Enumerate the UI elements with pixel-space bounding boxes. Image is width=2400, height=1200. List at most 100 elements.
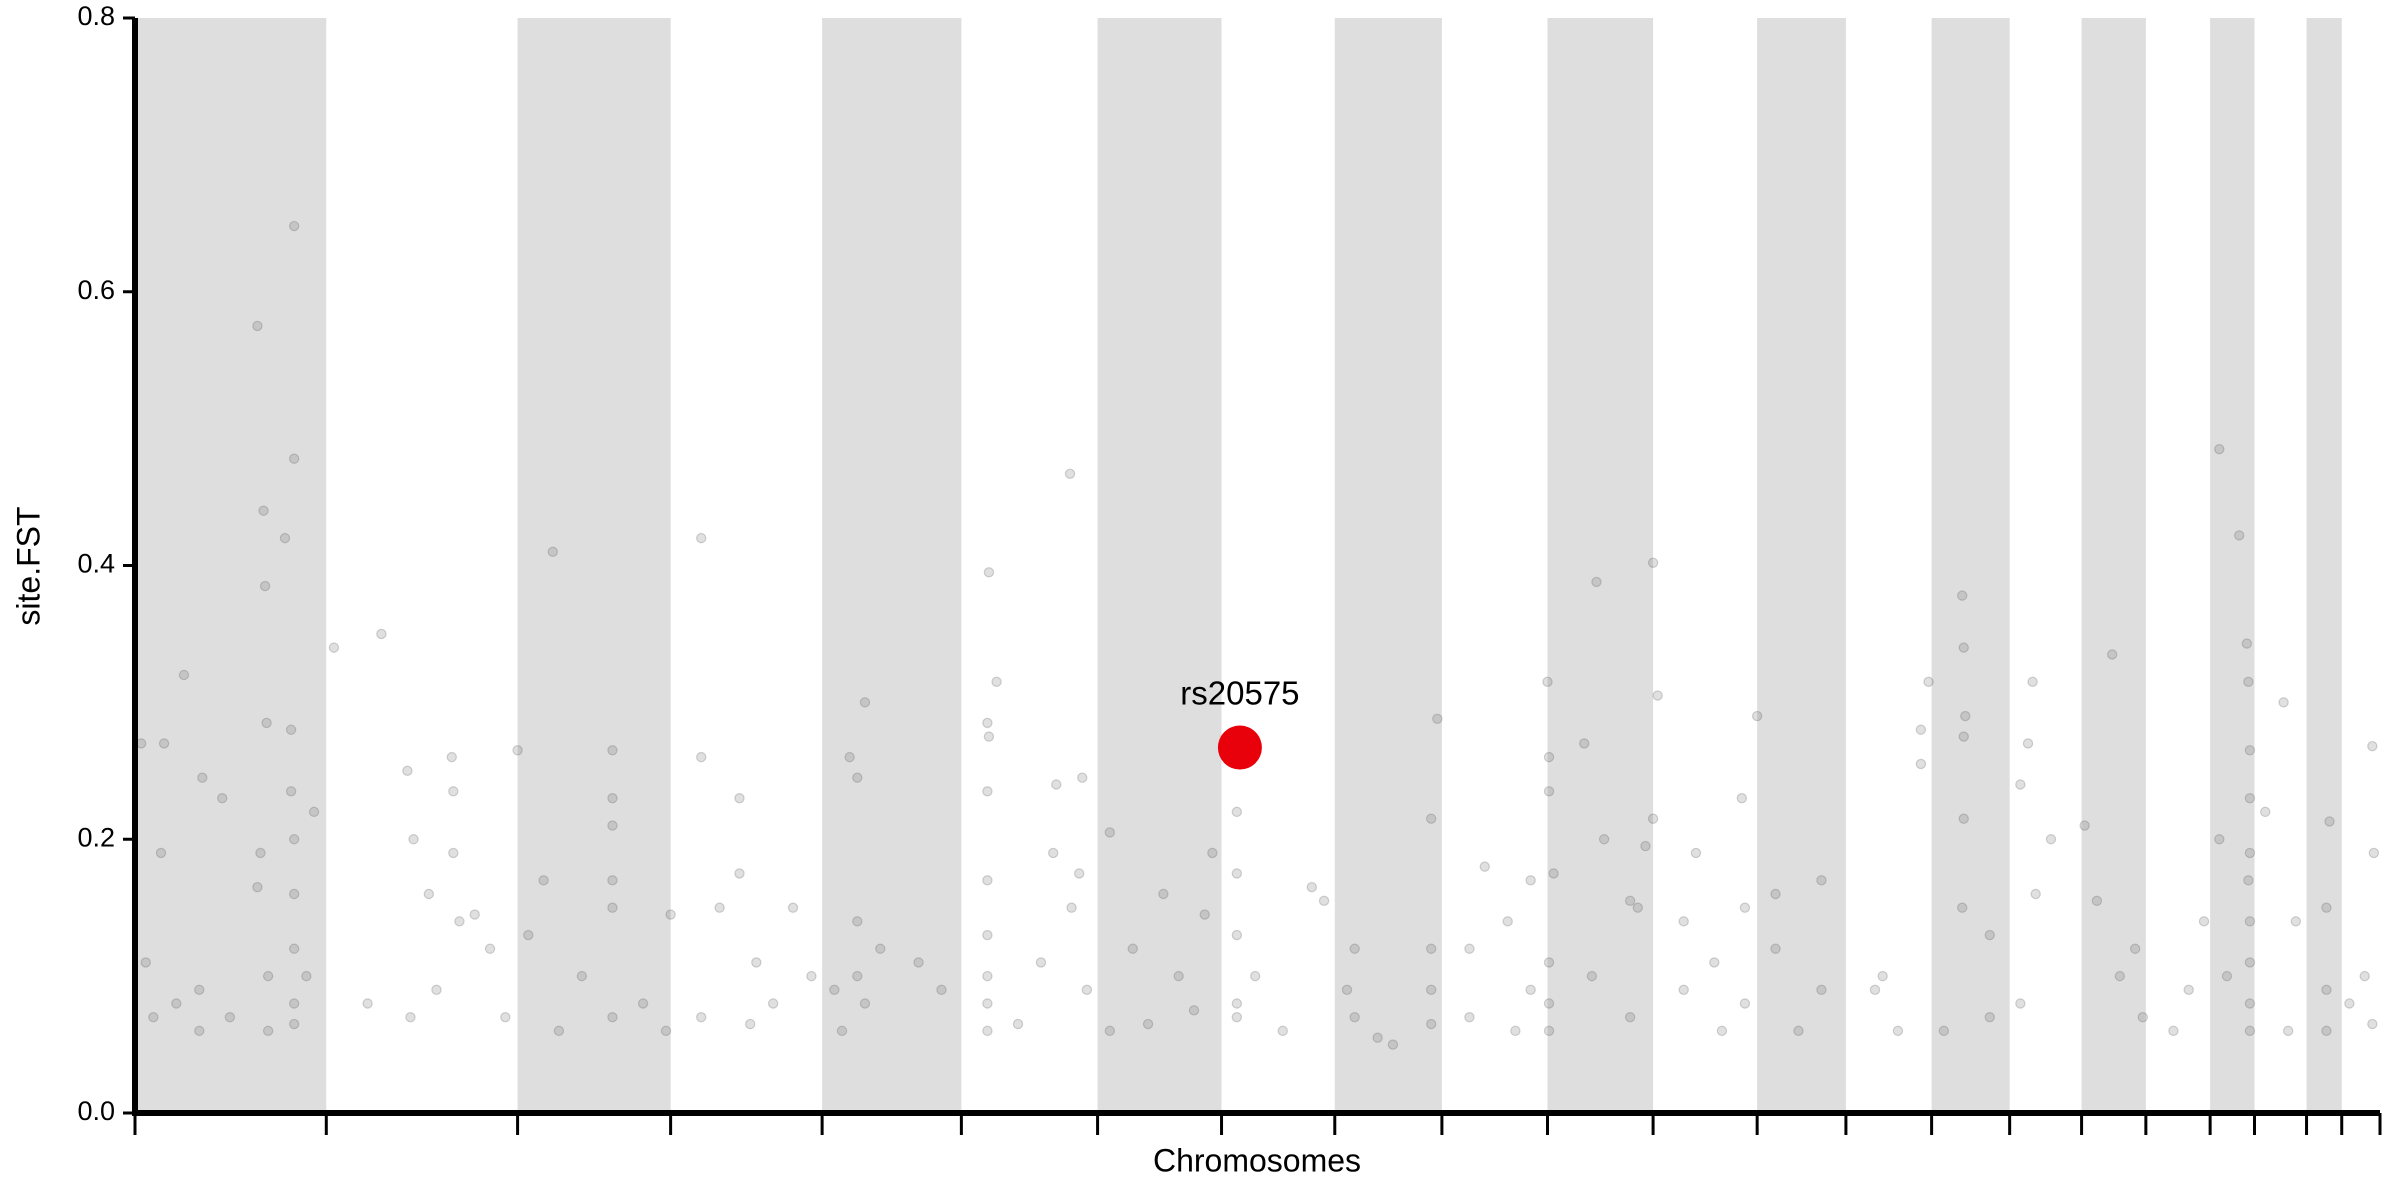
point — [1231, 806, 1243, 818]
point — [660, 1025, 672, 1037]
point — [2137, 1011, 2148, 1023]
point — [1877, 970, 1888, 982]
point — [1816, 984, 1827, 996]
point — [665, 909, 676, 920]
y-tick-label: 0.4 — [77, 549, 115, 579]
point — [2359, 970, 2370, 982]
point — [2321, 1025, 2332, 1037]
point — [1387, 1039, 1399, 1050]
point — [1716, 1025, 1728, 1037]
point — [1958, 642, 1969, 653]
point — [288, 998, 300, 1009]
point — [328, 642, 340, 653]
point — [1739, 902, 1751, 913]
point — [1035, 957, 1047, 968]
point — [2091, 895, 2103, 907]
point — [2244, 916, 2256, 927]
point — [852, 970, 863, 982]
point — [2198, 916, 2210, 927]
point — [288, 834, 300, 845]
point — [512, 745, 523, 756]
point — [217, 792, 228, 804]
point — [936, 984, 947, 996]
point — [285, 786, 297, 797]
point — [405, 1011, 416, 1023]
point — [2367, 1018, 2378, 1030]
point — [2168, 1025, 2179, 1037]
point — [844, 751, 855, 763]
point — [1425, 943, 1437, 954]
point — [1958, 731, 1969, 742]
point — [2368, 847, 2380, 859]
point — [362, 998, 373, 1009]
point — [1892, 1025, 1904, 1037]
point — [2278, 697, 2289, 708]
point — [1923, 676, 1934, 688]
point — [252, 320, 263, 332]
point — [767, 998, 779, 1009]
point — [714, 902, 725, 913]
point — [1652, 690, 1663, 701]
point — [1066, 902, 1077, 913]
point — [538, 875, 549, 886]
point — [1464, 1011, 1475, 1023]
point — [696, 751, 707, 763]
point — [1432, 713, 1443, 725]
point — [1739, 998, 1751, 1009]
point — [288, 220, 300, 232]
y-tick-label: 0.8 — [77, 1, 115, 31]
point — [1341, 984, 1353, 996]
point — [1690, 847, 1702, 859]
point — [1231, 868, 1243, 879]
point — [982, 929, 993, 941]
point — [155, 847, 167, 859]
point — [1074, 868, 1085, 879]
point — [1081, 984, 1093, 996]
point — [431, 984, 442, 996]
point — [913, 957, 924, 968]
point — [806, 970, 817, 982]
point — [484, 943, 496, 954]
point — [446, 751, 457, 763]
point — [2243, 676, 2254, 688]
point — [547, 546, 558, 558]
chromosome-band — [1757, 18, 1846, 1113]
point — [1816, 875, 1827, 886]
point — [607, 745, 618, 756]
chromosome-bands — [135, 18, 2342, 1113]
point — [1188, 1005, 1200, 1016]
point — [1277, 1025, 1288, 1037]
point — [696, 1011, 707, 1023]
point — [1793, 1025, 1804, 1037]
point — [1077, 772, 1088, 783]
point — [1231, 998, 1243, 1009]
point — [279, 532, 291, 544]
point — [1142, 1018, 1154, 1030]
point — [1736, 792, 1748, 804]
point — [1127, 943, 1138, 954]
point — [1425, 1018, 1437, 1030]
point — [553, 1025, 565, 1037]
point — [308, 806, 320, 818]
point — [829, 984, 840, 996]
point — [1199, 909, 1210, 920]
point — [1318, 895, 1330, 907]
point — [1770, 888, 1781, 900]
point — [148, 1011, 159, 1023]
point — [1598, 834, 1610, 845]
point — [1349, 1011, 1360, 1023]
point — [1510, 1025, 1521, 1037]
point — [448, 847, 459, 859]
point — [1543, 998, 1555, 1009]
point — [252, 881, 263, 893]
point — [607, 902, 618, 913]
point — [2321, 902, 2332, 913]
point — [1869, 984, 1881, 996]
point — [301, 970, 312, 982]
point — [469, 909, 480, 920]
point — [2114, 970, 2126, 982]
point — [448, 786, 459, 797]
point — [262, 970, 274, 982]
point — [1012, 1018, 1024, 1030]
point — [2106, 649, 2118, 660]
